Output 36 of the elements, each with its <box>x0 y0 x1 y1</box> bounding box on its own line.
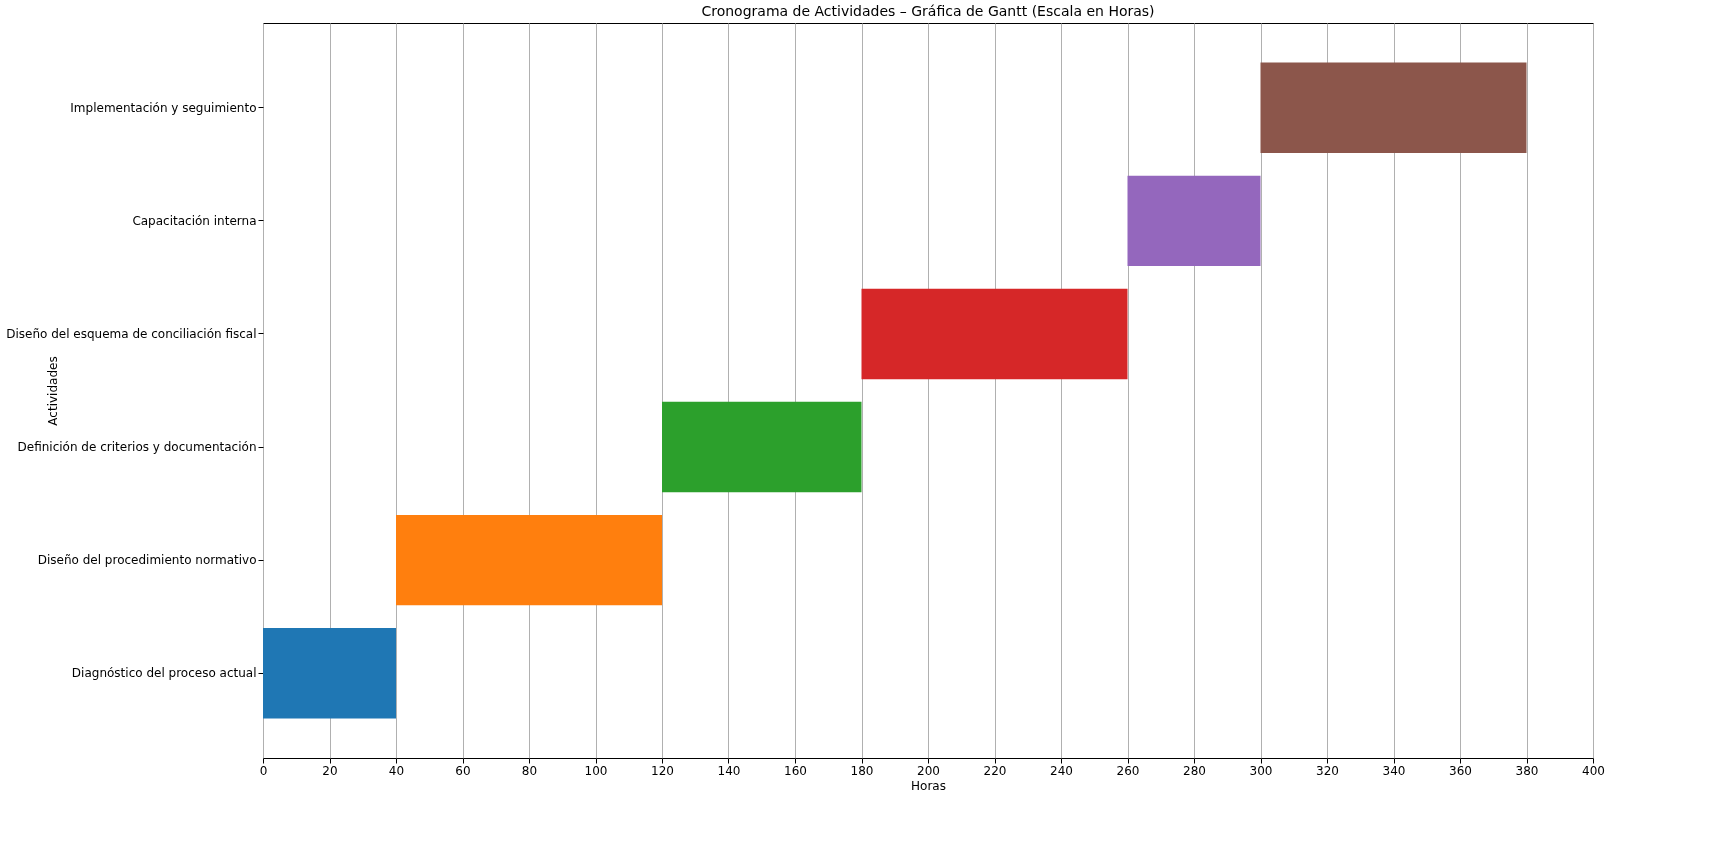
bar <box>1260 62 1527 154</box>
x-tick-label: 120 <box>651 763 674 778</box>
x-tick-label: 20 <box>322 763 338 778</box>
x-tick-label: 380 <box>1515 763 1539 778</box>
x-tick-label: 300 <box>1249 763 1273 778</box>
x-tick-label: 320 <box>1316 763 1339 778</box>
y-tick-label: Diagnóstico del proceso actual <box>71 666 257 681</box>
y-tick-label: Capacitación interna <box>132 213 257 228</box>
y-tick-label: Implementación y seguimiento <box>70 100 257 115</box>
x-tick-label: 220 <box>983 763 1007 778</box>
x-tick-label: 200 <box>917 763 940 778</box>
y-tick-label: Diseño del esquema de conciliación fiscal <box>6 326 257 341</box>
y-tick-label: Definición de criterios y documentación <box>17 440 257 455</box>
y-axis-title: Actividades <box>45 356 60 426</box>
bar <box>861 288 1128 380</box>
x-tick-label: 400 <box>1582 763 1605 778</box>
x-tick-label: 0 <box>259 763 268 778</box>
x-tick-label: 80 <box>521 763 538 778</box>
x-tick-label: 100 <box>584 763 608 778</box>
x-tick-label: 260 <box>1116 763 1140 778</box>
bar <box>396 514 662 606</box>
x-tick-label: 60 <box>455 763 471 778</box>
x-tick-label: 160 <box>784 763 807 778</box>
x-tick-label: 280 <box>1183 763 1206 778</box>
bar <box>662 401 862 493</box>
bar <box>263 627 396 719</box>
chart-title: Cronograma de Actividades – Gráfica de Gantt (Escala en Horas) <box>701 3 1155 19</box>
y-tick-label: Diseño del procedimiento normativo <box>37 553 257 568</box>
x-axis-title: Horas <box>911 778 946 793</box>
x-tick-label: 40 <box>388 763 405 778</box>
bar <box>1127 175 1261 267</box>
x-tick-label: 360 <box>1449 763 1472 778</box>
x-tick-label: 340 <box>1382 763 1406 778</box>
x-tick-label: 140 <box>717 763 741 778</box>
x-tick-label: 180 <box>850 763 874 778</box>
x-tick-label: 240 <box>1050 763 1073 778</box>
